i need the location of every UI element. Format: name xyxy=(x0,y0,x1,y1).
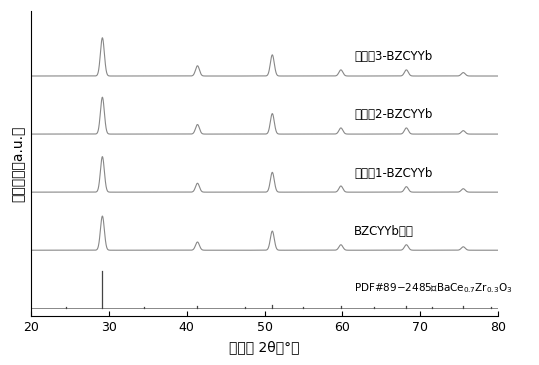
Text: 实施例2-BZCYYb: 实施例2-BZCYYb xyxy=(354,108,432,122)
Text: 实施例1-BZCYYb: 实施例1-BZCYYb xyxy=(354,166,432,180)
Text: 实施例3-BZCYYb: 实施例3-BZCYYb xyxy=(354,50,432,64)
Text: PDF#89$-$2485：BaCe$_{0.7}$Zr$_{0.3}$O$_{3}$: PDF#89$-$2485：BaCe$_{0.7}$Zr$_{0.3}$O$_{… xyxy=(354,281,513,295)
Text: BZCYYb粉末: BZCYYb粉末 xyxy=(354,224,414,238)
X-axis label: 衍射角 2θ（°）: 衍射角 2θ（°） xyxy=(229,340,300,354)
Y-axis label: 相对强度（a.u.）: 相对强度（a.u.） xyxy=(11,126,25,202)
